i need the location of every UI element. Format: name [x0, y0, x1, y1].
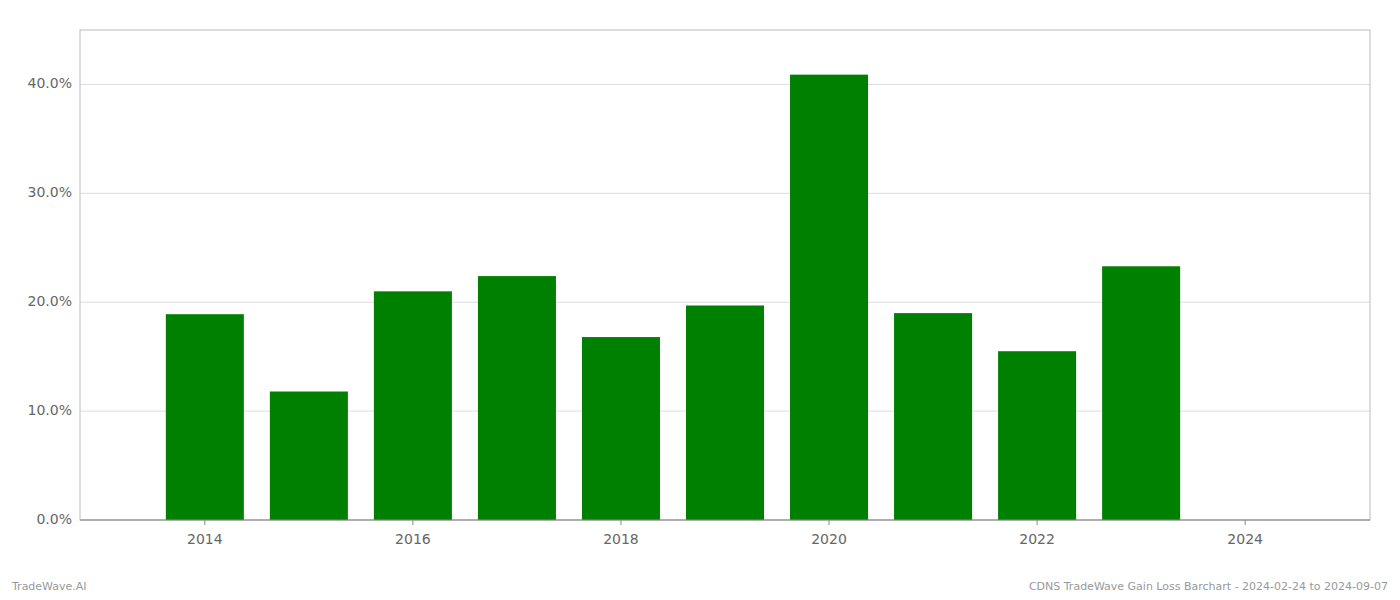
bar	[478, 276, 556, 520]
y-tick-label: 40.0%	[28, 75, 72, 91]
bar	[998, 351, 1076, 520]
bar	[686, 305, 764, 520]
x-tick-label: 2024	[1227, 531, 1263, 547]
y-tick-label: 0.0%	[36, 511, 72, 527]
bar	[166, 314, 244, 520]
chart-container: 0.0% 10.0% 20.0% 30.0% 40.0% 2014 2016 2018 2020…	[0, 0, 1400, 600]
x-tick	[204, 520, 205, 525]
x-tick	[1245, 520, 1246, 525]
x-axis-line	[80, 520, 1370, 521]
grid-line	[80, 193, 1370, 194]
x-tick-label: 2018	[603, 531, 639, 547]
y-tick-label: 30.0%	[28, 184, 72, 200]
chart-svg: 0.0% 10.0% 20.0% 30.0% 40.0% 2014 2016 2018 2020…	[0, 0, 1400, 600]
bar	[894, 313, 972, 520]
x-tick	[1037, 520, 1038, 525]
x-axis: 2014 2016 2018 2020 2022 2024	[80, 520, 1370, 547]
bar	[1102, 266, 1180, 520]
bars	[166, 75, 1180, 520]
x-tick	[412, 520, 413, 525]
footer-text: CDNS TradeWave Gain Loss Barchart - 2024…	[1029, 580, 1388, 593]
y-tick-label: 20.0%	[28, 293, 72, 309]
x-tick-label: 2016	[395, 531, 431, 547]
x-tick-label: 2014	[187, 531, 223, 547]
x-tick-label: 2020	[811, 531, 847, 547]
footer-text: TradeWave.AI	[11, 580, 87, 593]
bar	[270, 392, 348, 520]
bar	[790, 75, 868, 520]
bar	[374, 291, 452, 520]
y-tick-label: 10.0%	[28, 402, 72, 418]
x-tick-label: 2022	[1019, 531, 1055, 547]
plot-frame	[80, 30, 1370, 520]
y-tick-labels: 0.0% 10.0% 20.0% 30.0% 40.0%	[28, 75, 72, 527]
y-grid	[80, 84, 1370, 520]
footer: TradeWave.AI CDNS TradeWave Gain Loss Bar…	[11, 580, 1388, 593]
page: {"chart_data": {"type": "bar", "x": [201…	[0, 0, 1400, 600]
x-tick	[620, 520, 621, 525]
grid-line	[80, 520, 1370, 521]
grid-line	[80, 84, 1370, 85]
bar	[582, 337, 660, 520]
x-tick	[829, 520, 830, 525]
